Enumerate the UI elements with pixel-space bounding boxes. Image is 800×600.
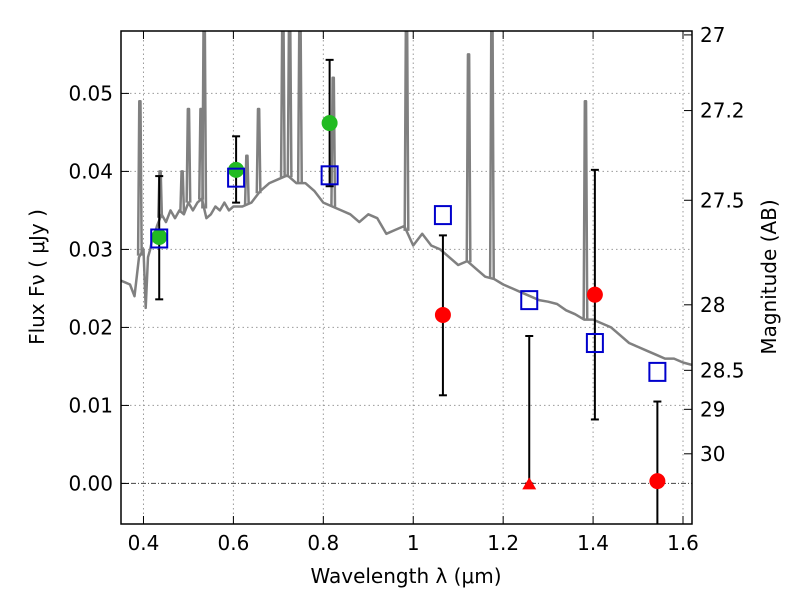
y2-axis-title: Magnitude (AB) (757, 199, 781, 354)
sed-emission-line (403, 31, 410, 231)
model-flux-square (433, 205, 452, 226)
red-flux-point (586, 286, 603, 303)
model-flux-square (227, 167, 246, 188)
y-tick-label: 0.00 (68, 471, 113, 495)
green-flux-point (321, 115, 338, 132)
plot-frame (120, 30, 693, 525)
green-flux-point (151, 228, 168, 245)
x-tick-label: 1.4 (577, 531, 609, 555)
sed-continuum-line (121, 174, 692, 367)
sed-emission-line (465, 53, 472, 263)
sed-emission-line (296, 31, 303, 184)
sed-emission-line (255, 107, 262, 194)
upper-limit-triangle (522, 477, 537, 490)
sed-emission-line (201, 31, 208, 209)
axes: 0.4 0.6 0.8 1 1.2 1.4 1.6 0.00 0.01 0.02 0.03 0.04 0… (68, 23, 744, 555)
y-tick-label: 0.05 (68, 81, 113, 105)
y-tick-label: 0.02 (68, 315, 113, 339)
y2-tick-label: 28.5 (700, 358, 745, 382)
sed-emission-line (279, 31, 286, 178)
sed-emission-line (243, 154, 250, 205)
model-flux-square (585, 333, 604, 354)
y-tick-label: 0.03 (68, 237, 113, 261)
x-axis-title: Wavelength λ (μm) (310, 564, 501, 588)
model-flux-square (520, 290, 539, 311)
y2-tick-label: 27.5 (700, 188, 745, 212)
y2-tick-label: 28 (700, 293, 725, 317)
grid (121, 31, 692, 524)
x-tick-label: 0.4 (128, 531, 160, 555)
y2-tick-label: 27 (700, 23, 725, 47)
y-tick-label: 0.04 (68, 159, 113, 183)
sed-emission-line (136, 99, 143, 256)
x-tick-label: 1.2 (487, 531, 519, 555)
y2-tick-label: 27.2 (700, 99, 745, 123)
y-axis-title: Flux Fν ( μJy ) (25, 209, 49, 345)
x-tick-label: 1.6 (667, 531, 699, 555)
sed-emission-line (179, 170, 186, 213)
model-flux-square (320, 165, 339, 186)
y-tick-label: 0.01 (68, 393, 113, 417)
x-tick-label: 0.6 (217, 531, 249, 555)
sed-emission-line (330, 76, 337, 207)
red-flux-point (649, 473, 666, 490)
y2-tick-label: 30 (700, 442, 725, 466)
red-flux-point (434, 306, 451, 323)
sed-emission-line (488, 31, 495, 279)
sed-emission-line (286, 31, 293, 178)
model-flux-square (150, 228, 169, 249)
model-flux-square (648, 361, 667, 382)
sed-emission-line (582, 99, 589, 320)
y2-tick-label: 29 (700, 397, 725, 421)
green-flux-point (228, 161, 245, 178)
plot-area (121, 31, 692, 524)
x-tick-label: 1 (407, 531, 420, 555)
sed-emission-line (185, 107, 192, 203)
x-tick-label: 0.8 (307, 531, 339, 555)
